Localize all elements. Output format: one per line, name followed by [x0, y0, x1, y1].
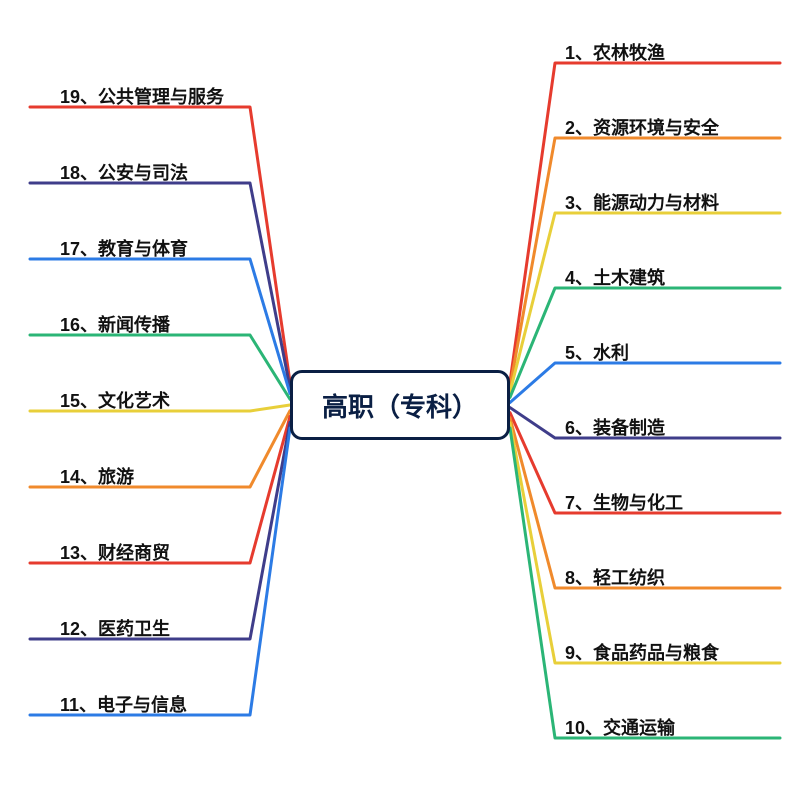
branch-label: 19、公共管理与服务 [60, 83, 224, 109]
connector-line [510, 138, 780, 387]
branch-label: 6、装备制造 [565, 414, 665, 440]
center-node: 高职（专科） [290, 370, 510, 440]
branch-label: 2、资源环境与安全 [565, 114, 719, 140]
branch-label: 9、食品药品与粮食 [565, 639, 719, 665]
connector-line [30, 422, 290, 639]
branch-label: 3、能源动力与材料 [565, 189, 719, 215]
branch-label: 5、水利 [565, 339, 629, 365]
branch-label: 11、电子与信息 [60, 691, 187, 717]
branch-label: 4、土木建筑 [565, 264, 665, 290]
mindmap-canvas: 高职（专科） 1、农林牧渔 2、资源环境与安全 3、能源动力与材料 4、土木建筑 5、水… [0, 0, 800, 807]
connector-line [510, 288, 780, 397]
branch-label: 17、教育与体育 [60, 235, 188, 261]
connector-line [510, 63, 780, 382]
branch-label: 15、文化艺术 [60, 387, 170, 413]
branch-label: 14、旅游 [60, 463, 134, 489]
connector-line [510, 423, 780, 663]
branch-label: 8、轻工纺织 [565, 564, 665, 590]
branch-label: 1、农林牧渔 [565, 39, 665, 65]
center-label: 高职（专科） [322, 387, 478, 424]
branch-label: 7、生物与化工 [565, 489, 683, 515]
branch-label: 16、新闻传播 [60, 311, 170, 337]
connector-line [30, 183, 290, 388]
branch-label: 12、医药卫生 [60, 615, 170, 641]
branch-label: 18、公安与司法 [60, 159, 188, 185]
connector-line [510, 363, 780, 402]
branch-label: 10、交通运输 [565, 714, 675, 740]
branch-label: 13、财经商贸 [60, 539, 170, 565]
